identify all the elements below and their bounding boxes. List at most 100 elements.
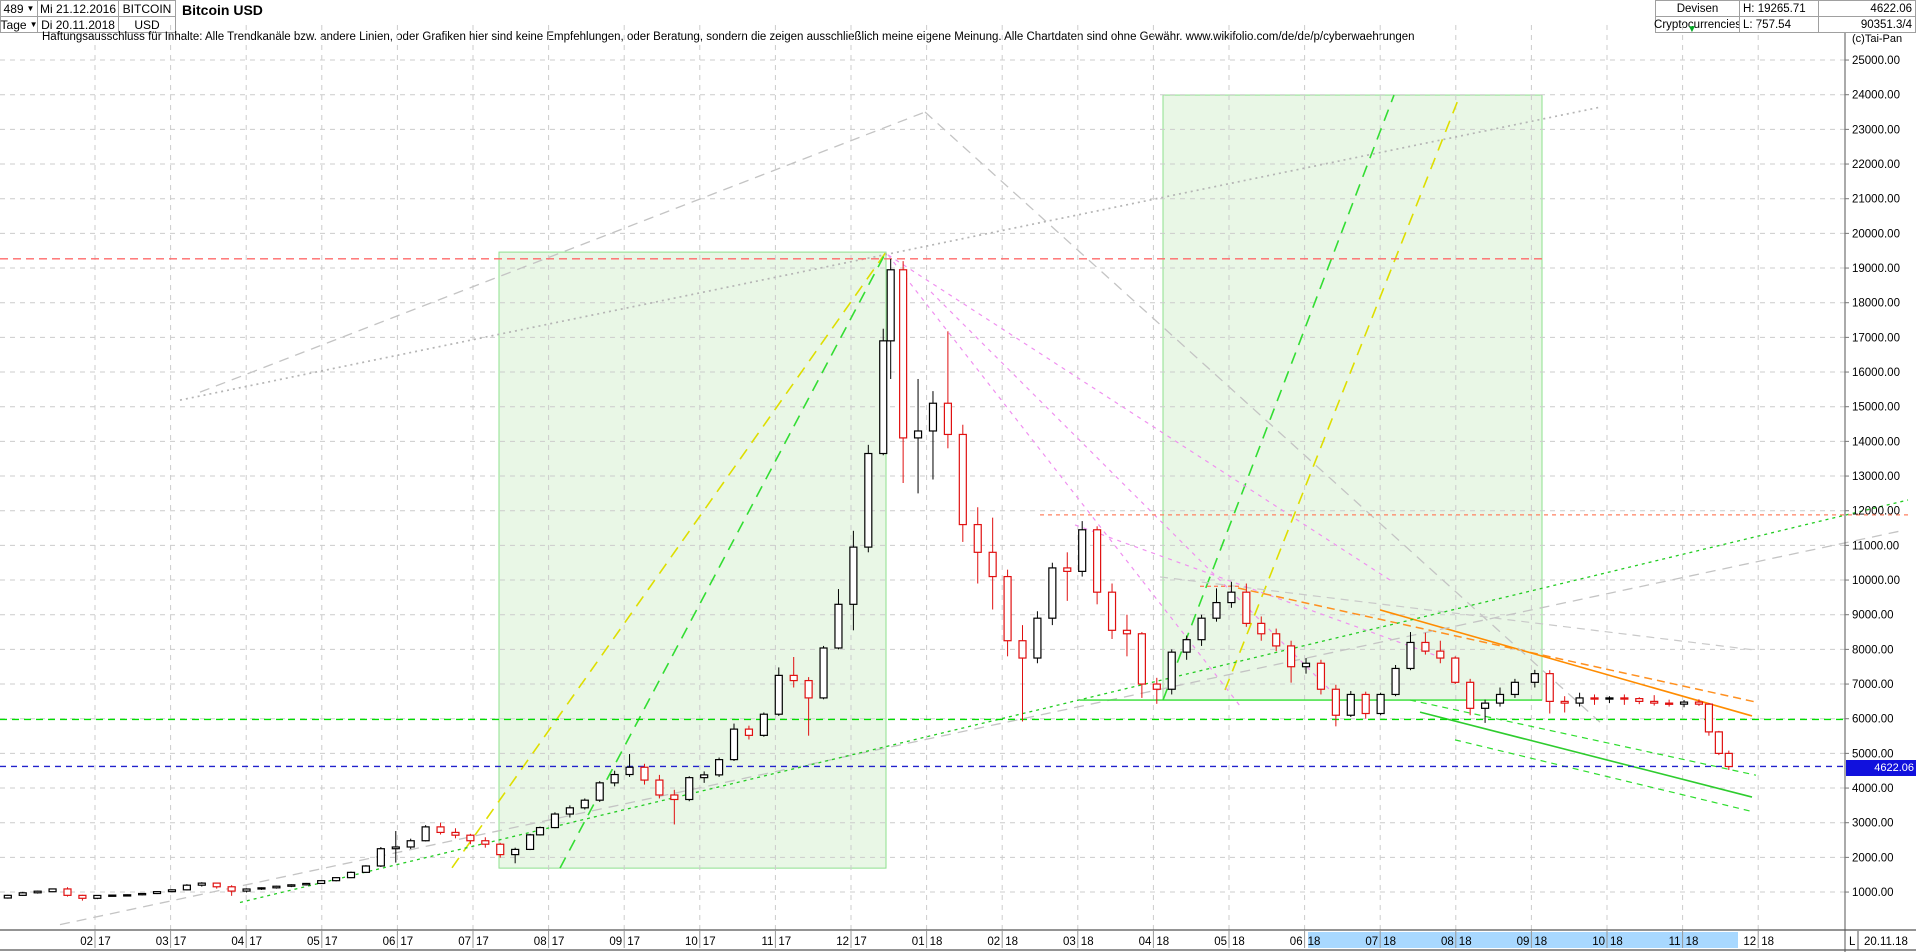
rally-box-2017 — [498, 251, 887, 869]
period-short-label: L — [1849, 936, 1856, 948]
candle-body — [1272, 633, 1281, 647]
x-axis-label-year: 18 — [1383, 936, 1396, 948]
x-axis-label-year: 18 — [1686, 936, 1699, 948]
candle-body — [1137, 633, 1146, 685]
y-axis-label: 7000.00 — [1852, 679, 1894, 691]
candle-body — [451, 831, 460, 836]
candle-body — [317, 880, 326, 885]
candle-body — [1331, 688, 1340, 716]
symbol-name: BITCOIN — [122, 1, 172, 16]
candle-body — [1406, 641, 1415, 670]
y-axis-label: 18000.00 — [1852, 298, 1900, 310]
x-axis-label-year: 18 — [1534, 936, 1547, 948]
candle-body — [640, 766, 649, 781]
candle-body — [1257, 622, 1266, 635]
candle-body — [1242, 591, 1251, 624]
y-axis-label: 23000.00 — [1852, 124, 1900, 136]
x-axis-label-month: 11 — [761, 936, 773, 948]
period-high: H: 19265.71 — [1743, 2, 1806, 15]
candle-body — [759, 713, 768, 736]
candle-body — [1679, 701, 1689, 705]
candle-body — [1635, 698, 1644, 702]
y-axis-label: 6000.00 — [1852, 714, 1894, 726]
y-axis-label: 10000.00 — [1852, 575, 1900, 587]
y-axis-label: 19000.00 — [1852, 263, 1900, 275]
candle-body — [1510, 681, 1520, 696]
candle-body — [1704, 703, 1714, 733]
x-axis-label-month: 06 — [383, 936, 396, 948]
x-axis-label-month: 05 — [307, 936, 320, 948]
symbol-currency: USD — [134, 17, 160, 32]
candle-body — [138, 892, 147, 896]
candle-body — [1107, 591, 1117, 631]
x-axis-label-month: 05 — [1214, 936, 1227, 948]
category-sub-cell: Cryptocurrencies — [1654, 16, 1741, 33]
candle-body — [1152, 683, 1161, 690]
candle-body — [511, 848, 520, 856]
category-sub: Cryptocurrencies — [1654, 18, 1741, 31]
y-axis-label: 20000.00 — [1852, 228, 1900, 240]
x-axis-label-year: 17 — [400, 936, 413, 948]
date-to-field[interactable]: Di 20.11.2018 — [37, 16, 119, 33]
candle-body — [899, 269, 908, 439]
period-dropdown[interactable]: Tage ▼ — [0, 16, 38, 33]
candle-body — [1575, 697, 1584, 704]
candle-body — [481, 840, 490, 845]
candle-body — [361, 865, 371, 873]
candle-body — [670, 794, 679, 801]
y-axis-label: 16000.00 — [1852, 367, 1900, 379]
candle-body — [33, 890, 42, 894]
x-axis-label-month: 02 — [80, 936, 93, 948]
period-low-cell: L: 757.54 — [1739, 16, 1819, 33]
x-axis-label-year: 17 — [325, 936, 338, 948]
y-axis-label: 21000.00 — [1852, 194, 1900, 206]
x-axis-label-month: 01 — [912, 936, 925, 948]
chevron-down-icon: ▼ — [26, 4, 35, 13]
x-axis-label-month: 07 — [458, 936, 471, 948]
candle-body — [864, 452, 873, 548]
candle-body — [1048, 567, 1057, 619]
x-axis-label-month: 09 — [609, 936, 622, 948]
candle-body — [913, 430, 923, 439]
candle-body — [1003, 575, 1012, 642]
x-axis-label-month: 03 — [1063, 936, 1076, 948]
candle-body — [108, 894, 117, 897]
rally-support-yellow — [451, 251, 887, 869]
candle-body — [212, 882, 221, 888]
candle-body — [48, 888, 57, 893]
candle-body — [535, 826, 545, 836]
candle-body — [1033, 617, 1042, 659]
candle-body — [421, 826, 430, 842]
y-axis-label: 3000.00 — [1852, 818, 1894, 830]
candle-body — [1530, 673, 1539, 683]
x-axis-label-year: 18 — [1610, 936, 1623, 948]
category-market: Devisen — [1676, 2, 1719, 15]
candle-body — [1227, 591, 1236, 604]
y-axis-label: 24000.00 — [1852, 90, 1900, 102]
x-axis-label-year: 17 — [552, 936, 565, 948]
candle-body — [302, 882, 311, 886]
candle-body — [1694, 701, 1704, 705]
candle-body — [376, 848, 385, 867]
candle-body — [1714, 731, 1723, 754]
market-marker-icon: ▼ — [1687, 24, 1697, 35]
rally-support-green — [559, 251, 887, 869]
y-axis-label: 4000.00 — [1852, 783, 1894, 795]
x-axis-label-month: 03 — [156, 936, 169, 948]
y-axis-label: 1000.00 — [1852, 887, 1894, 899]
candle-body — [18, 892, 27, 896]
candle-body — [744, 728, 754, 736]
volume-cell: 90351.3/4 — [1818, 16, 1916, 33]
last-price: 4622.06 — [1870, 2, 1912, 15]
candle-body — [1167, 651, 1176, 690]
candle-body — [1122, 629, 1132, 635]
candle-body — [1316, 662, 1326, 690]
peak-dotted-gray — [179, 106, 1601, 401]
candle-body — [123, 894, 132, 897]
candle-body — [525, 834, 535, 851]
peak-fan-pink-4 — [1074, 524, 1441, 658]
x-axis-label-year: 18 — [1232, 936, 1245, 948]
x-axis-label-month: 08 — [534, 936, 547, 948]
